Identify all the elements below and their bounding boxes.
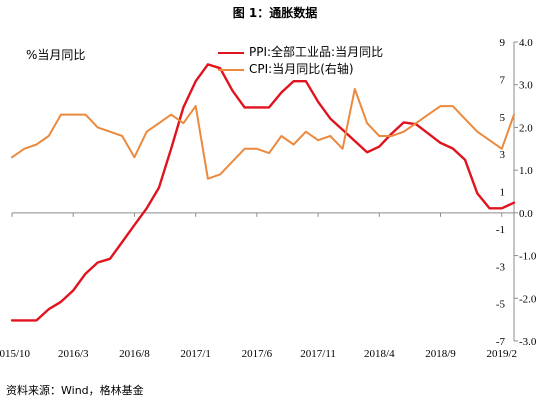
y-tick-label-left: -3 — [496, 261, 506, 273]
legend-item-cpi: CPI:当月同比(右轴) — [218, 61, 383, 78]
series-line-cpi — [11, 88, 515, 180]
series-line-ppi — [10, 63, 516, 322]
legend-swatch-ppi — [218, 51, 244, 54]
y-tick-label-left: -7 — [496, 336, 506, 348]
x-tick-label: 2015/10 — [0, 348, 31, 360]
x-tick-label: 2017/1 — [180, 348, 211, 360]
y-tick-label-left: 1 — [500, 187, 506, 199]
x-tick-label: 2018/4 — [364, 348, 395, 360]
x-tick-label: 2019/2 — [486, 348, 517, 360]
source-note: 资料来源：Wind，格林基金 — [6, 384, 144, 397]
legend-item-ppi: PPI:全部工业品:当月同比 — [218, 44, 383, 61]
y-tick-label-right: -3.0 — [519, 336, 537, 348]
y-tick-label-left: 9 — [500, 37, 506, 49]
y-tick-label-right: -1.0 — [519, 251, 537, 263]
y-tick-label-right: 4.0 — [519, 37, 533, 49]
y-tick-label-left: -5 — [496, 299, 506, 311]
x-tick-label: 2018/9 — [425, 348, 456, 360]
y-tick-label-left: 7 — [500, 74, 506, 86]
x-tick-label: 2016/3 — [58, 348, 89, 360]
legend-swatch-cpi — [218, 68, 244, 71]
y-tick-label-left: -1 — [496, 224, 505, 236]
legend-label-ppi: PPI:全部工业品:当月同比 — [249, 45, 384, 59]
legend: PPI:全部工业品:当月同比 CPI:当月同比(右轴) — [218, 44, 383, 78]
y-tick-label-right: 1.0 — [519, 165, 533, 177]
y-tick-label-left: 5 — [500, 112, 506, 124]
y-tick-label-left: 3 — [500, 149, 506, 161]
legend-label-cpi: CPI:当月同比(右轴) — [249, 62, 354, 76]
x-tick-label: 2017/11 — [300, 348, 336, 360]
y-axis-title-left: %当月同比 — [26, 48, 86, 62]
y-tick-label-right: 0.0 — [519, 208, 533, 220]
x-tick-label: 2016/8 — [119, 348, 150, 360]
y-tick-label-right: 2.0 — [519, 122, 533, 134]
y-tick-label-right: 3.0 — [519, 80, 533, 92]
y-tick-label-right: -2.0 — [519, 293, 537, 305]
x-tick-label: 2017/6 — [242, 348, 273, 360]
chart-title: 图 1：通胀数据 — [232, 6, 318, 20]
